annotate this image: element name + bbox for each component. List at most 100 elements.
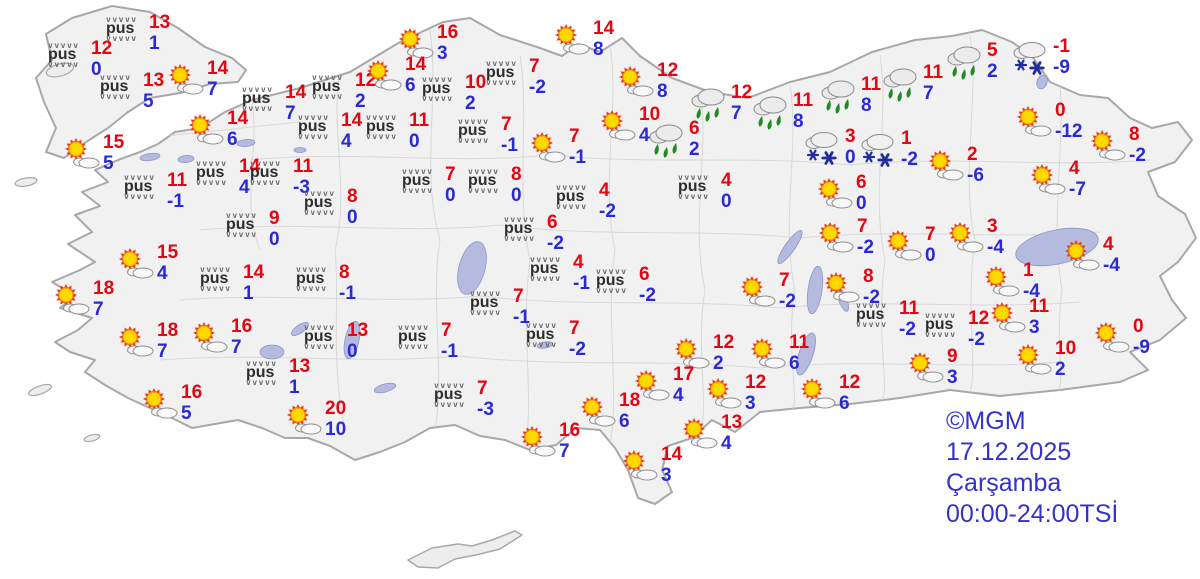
low-temp: 0 (845, 147, 856, 168)
fog-icon: vvvvv pus vvvvv (434, 382, 476, 409)
low-temp: 3 (661, 465, 672, 486)
high-temp: 7 (857, 216, 868, 237)
province-borders (119, 29, 1151, 446)
fog-icon: vvvvv pus vvvvv (596, 268, 638, 295)
weather-station: 0 -12 (1014, 101, 1082, 143)
low-temp: 5 (103, 153, 114, 174)
low-temp: -9 (1133, 337, 1150, 358)
high-temp: 4 (1069, 158, 1080, 179)
sun-cloud-icon (985, 266, 1020, 297)
weather-station: 16 7 (190, 317, 252, 359)
high-temp: 20 (325, 398, 347, 419)
sun-cloud-icon (675, 338, 710, 369)
low-temp: 0 (511, 185, 522, 206)
sun-cloud-icon (119, 326, 154, 357)
weather-station: vvvvv pus vvvvv 10 2 (422, 72, 487, 114)
sun-cloud-icon (1031, 164, 1066, 195)
low-temp: 7 (157, 341, 168, 362)
weather-station: vvvvv pus vvvvv 9 0 (226, 209, 280, 250)
weather-station: 11 3 (988, 297, 1049, 339)
low-temp: -9 (1053, 57, 1070, 78)
sun-cloud-icon (367, 60, 402, 91)
weather-station: vvvvv pus vvvvv 7 -1 (398, 320, 458, 361)
low-temp: 2 (689, 139, 700, 160)
weather-station: 10 2 (1014, 339, 1076, 381)
low-temp: 7 (731, 103, 742, 124)
weather-station: 4 -4 (1062, 234, 1120, 277)
low-temp: 5 (143, 91, 154, 112)
high-temp: 14 (243, 262, 265, 283)
sun-cloud-icon (741, 276, 776, 307)
weather-station: vvvvv pus vvvvv 13 1 (246, 357, 310, 397)
high-temp: 12 (91, 38, 113, 59)
fog-icon: vvvvv pus vvvvv (200, 266, 242, 293)
sun-cloud-icon (399, 28, 434, 59)
low-temp: 4 (341, 131, 352, 152)
sun-cloud-icon (707, 378, 742, 409)
attribution-date: 17.12.2025 (946, 438, 1072, 466)
fog-icon: vvvvv pus vvvvv (196, 160, 238, 187)
weather-station: vvvvv pus vvvvv 4 -2 (556, 181, 616, 222)
high-temp: 4 (1103, 234, 1114, 255)
high-temp: 16 (181, 382, 203, 403)
fog-label: pus (196, 164, 225, 181)
high-temp: 3 (845, 126, 856, 147)
sun-cloud-icon (55, 284, 90, 315)
weather-station: 18 7 (116, 321, 178, 363)
fog-label: pus (124, 178, 153, 195)
low-temp: 3 (437, 43, 448, 64)
low-temp: 6 (619, 411, 630, 432)
sun-cloud-icon (751, 338, 786, 369)
low-temp: 1 (149, 33, 160, 54)
sun-cloud-icon (555, 24, 590, 55)
low-temp: -2 (599, 201, 616, 222)
high-temp: 4 (573, 252, 584, 273)
sun-cloud-icon (623, 450, 658, 481)
fog-label: pus (530, 260, 559, 277)
fog-icon: vvvvv pus vvvvv (458, 118, 500, 145)
sun-cloud-icon (1095, 322, 1130, 353)
low-temp: 0 (269, 229, 280, 250)
high-temp: 10 (639, 104, 661, 125)
fog-icon: vvvvv pus vvvvv (304, 324, 346, 351)
sun-cloud-icon (887, 230, 922, 261)
low-temp: -4 (987, 237, 1004, 258)
attribution-logo: ©MGM (946, 407, 1026, 435)
sun-cloud-icon (991, 302, 1026, 333)
low-temp: 7 (285, 103, 296, 124)
low-temp: -2 (857, 237, 874, 258)
low-temp: 5 (181, 403, 192, 424)
low-temp: 8 (793, 111, 804, 132)
low-temp: 2 (987, 61, 998, 82)
fog-label: pus (596, 272, 625, 289)
sun-cloud-icon (825, 272, 860, 303)
low-temp: 3 (745, 393, 756, 414)
sun-cloud-icon (619, 66, 654, 97)
attribution: ©MGM 17.12.2025 Çarşamba 00:00-24:00TSİ (946, 406, 1118, 530)
high-temp: 12 (839, 372, 861, 393)
weather-station: 2 -6 (926, 144, 984, 187)
sun-cloud-icon (601, 110, 636, 141)
weather-station: 0 -9 (1092, 317, 1150, 359)
sun-cloud-icon (189, 114, 224, 145)
fog-icon: vvvvv pus vvvvv (925, 312, 967, 339)
low-temp: 2 (713, 353, 724, 374)
high-temp: 7 (513, 286, 524, 307)
high-temp: 2 (967, 144, 978, 165)
fog-label: pus (556, 188, 585, 205)
weather-station: 6 0 (815, 173, 867, 215)
sun-cloud-icon (949, 222, 984, 253)
high-temp: 10 (465, 72, 487, 93)
low-temp: -2 (968, 329, 985, 350)
low-temp: 2 (465, 93, 476, 114)
fog-label: pus (200, 270, 229, 287)
high-temp: 12 (731, 82, 753, 103)
low-temp: 6 (789, 353, 800, 374)
thrace-outline (35, 5, 247, 159)
high-temp: 7 (441, 320, 452, 341)
high-temp: 8 (347, 186, 358, 207)
sun-cloud-icon (801, 378, 836, 409)
high-temp: 14 (341, 110, 363, 131)
fog-label: pus (226, 216, 255, 233)
low-temp: 4 (673, 385, 684, 406)
